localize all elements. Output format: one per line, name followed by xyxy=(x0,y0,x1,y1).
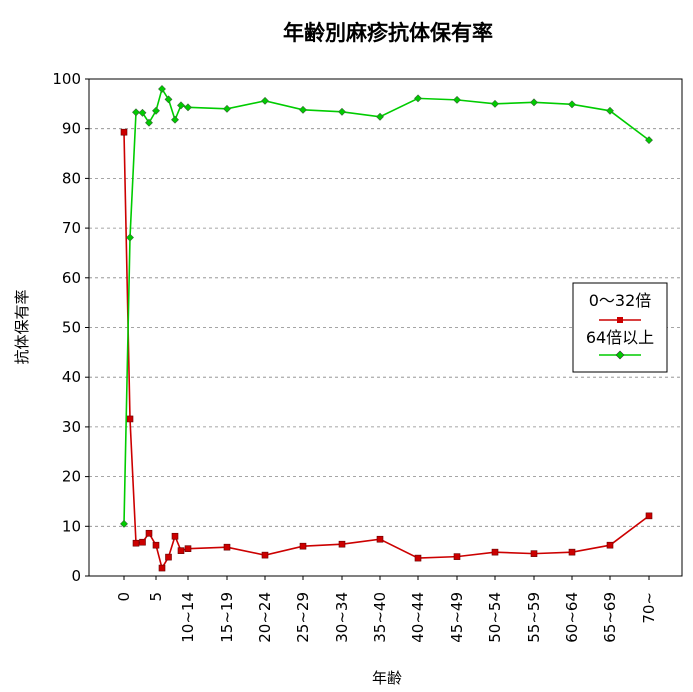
data-point xyxy=(152,106,160,115)
data-point xyxy=(132,108,140,117)
gridlines xyxy=(89,128,682,527)
chart-title: 年齢別麻疹抗体保有率 xyxy=(283,21,493,45)
x-tick-label: 5 xyxy=(147,592,165,602)
x-tick-label: 25~29 xyxy=(294,592,312,643)
data-point xyxy=(223,543,231,551)
x-axis-ticks: 0 5 10~14 15~19 20~24 25~29 30~34 35~40 40~44 45~… xyxy=(115,576,658,643)
legend-label-series-1: 0～32倍 xyxy=(589,291,652,310)
y-tick-label: 40 xyxy=(62,368,81,386)
data-point xyxy=(158,85,166,93)
series-line-1 xyxy=(123,132,650,571)
data-point xyxy=(165,553,172,561)
data-point xyxy=(491,548,499,556)
legend-marker-series-1 xyxy=(617,317,623,323)
legend: 0～32倍 64倍以上 xyxy=(572,282,668,373)
data-point xyxy=(139,538,146,546)
x-tick-label: 10~14 xyxy=(179,592,197,643)
x-tick-label: 20~24 xyxy=(256,592,274,643)
x-axis-title: 年齢 xyxy=(372,669,402,687)
legend-label-series-2: 64倍以上 xyxy=(586,328,654,347)
data-point xyxy=(184,545,192,552)
data-point xyxy=(568,100,576,109)
data-point xyxy=(261,551,269,559)
x-tick-label: 50~54 xyxy=(486,592,504,643)
data-point xyxy=(184,103,192,112)
x-tick-label: 65~69 xyxy=(601,592,619,643)
data-point xyxy=(171,115,179,124)
data-point xyxy=(132,539,140,547)
y-axis-ticks: 0 10 20 30 40 50 60 70 80 90 100 xyxy=(52,70,89,585)
y-tick-label: 30 xyxy=(62,418,81,436)
data-point xyxy=(338,107,346,116)
data-point xyxy=(338,540,346,548)
data-point xyxy=(145,118,153,127)
data-point xyxy=(414,94,422,103)
data-point xyxy=(453,95,461,104)
data-point xyxy=(152,541,160,549)
data-point xyxy=(177,101,185,110)
y-tick-label: 100 xyxy=(52,70,81,88)
data-point xyxy=(453,553,461,560)
x-tick-label: 70~ xyxy=(640,592,658,624)
x-tick-label: 40~44 xyxy=(409,592,427,643)
data-point xyxy=(120,519,128,528)
data-point xyxy=(299,105,307,114)
data-point xyxy=(158,564,166,572)
data-point xyxy=(491,99,499,108)
data-point xyxy=(568,548,576,556)
legend-marker-series-2 xyxy=(615,350,625,360)
data-point xyxy=(164,95,173,104)
y-tick-label: 20 xyxy=(62,468,81,486)
y-tick-label: 90 xyxy=(62,120,81,138)
y-tick-label: 0 xyxy=(71,567,81,585)
series-line-2 xyxy=(123,86,650,524)
data-point xyxy=(177,547,185,554)
data-point xyxy=(223,104,231,113)
x-tick-label: 35~40 xyxy=(371,592,389,643)
x-tick-label: 0 xyxy=(115,592,133,602)
data-point xyxy=(171,532,179,540)
y-tick-label: 60 xyxy=(62,269,81,287)
data-point xyxy=(120,128,128,136)
data-point xyxy=(376,535,384,543)
series-group xyxy=(120,85,653,572)
data-point xyxy=(645,512,653,520)
x-tick-label: 45~49 xyxy=(448,592,466,643)
x-tick-label: 60~64 xyxy=(563,592,581,643)
data-point xyxy=(299,542,307,550)
y-tick-label: 80 xyxy=(62,169,81,187)
x-tick-label: 55~59 xyxy=(525,592,543,643)
y-tick-label: 10 xyxy=(62,517,81,535)
x-tick-label: 15~19 xyxy=(218,592,236,643)
data-point xyxy=(261,96,269,105)
data-point xyxy=(414,554,422,562)
data-point xyxy=(606,106,614,115)
data-point xyxy=(138,108,147,117)
data-point xyxy=(126,415,134,423)
data-point xyxy=(145,529,153,537)
data-point xyxy=(606,541,614,549)
data-point xyxy=(645,136,653,145)
y-axis-title: 抗体保有率 xyxy=(13,289,31,364)
data-point xyxy=(530,98,538,107)
data-point xyxy=(126,233,134,242)
data-point xyxy=(376,112,384,121)
data-point xyxy=(530,550,538,557)
x-tick-label: 30~34 xyxy=(333,592,351,643)
y-tick-label: 50 xyxy=(62,319,81,337)
y-tick-label: 70 xyxy=(62,219,81,237)
